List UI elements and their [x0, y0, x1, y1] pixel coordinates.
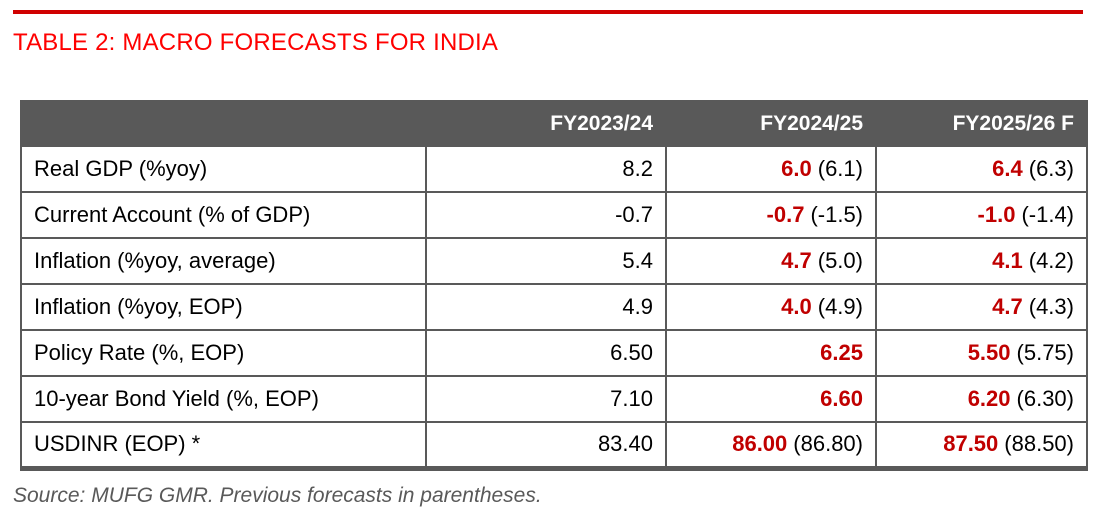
- page-title: TABLE 2: MACRO FORECASTS FOR INDIA: [13, 29, 499, 56]
- forecast-value: 4.0: [781, 294, 812, 319]
- column-header-fy2023-24: FY2023/24: [425, 100, 667, 147]
- table-row: Inflation (%yoy, average) 5.4 4.7 (5.0) 4…: [20, 237, 1088, 285]
- value-cell: 6.0 (6.1): [665, 145, 877, 193]
- previous-forecast: (88.50): [1004, 431, 1074, 457]
- previous-forecast: (5.0): [817, 248, 863, 273]
- table-row: 10-year Bond Yield (%, EOP) 7.10 6.60 6.…: [20, 375, 1088, 423]
- forecast-value: 5.50: [967, 340, 1011, 365]
- value-cell: 4.9: [425, 283, 667, 331]
- value-cell: -0.7: [425, 191, 667, 239]
- value-cell: -1.0 (-1.4): [875, 191, 1088, 239]
- forecast-value: 4.1: [992, 248, 1023, 273]
- previous-forecast: (86.80): [793, 431, 863, 457]
- table-header-row: FY2023/24 FY2024/25 FY2025/26 F: [20, 100, 1088, 147]
- value-cell: 4.1 (4.2): [875, 237, 1088, 285]
- row-label: USDINR (EOP) *: [20, 421, 427, 471]
- value-cell: -0.7 (-1.5): [665, 191, 877, 239]
- row-label: Policy Rate (%, EOP): [20, 329, 427, 377]
- column-header-fy2025-26: FY2025/26 F: [875, 100, 1088, 147]
- value-cell: 5.50 (5.75): [875, 329, 1088, 377]
- forecast-value: -0.7: [766, 202, 805, 227]
- forecast-value: 6.4: [992, 156, 1023, 181]
- forecast-value: -1.0: [977, 202, 1016, 227]
- previous-forecast: (6.1): [817, 156, 863, 181]
- previous-forecast: (4.3): [1028, 294, 1074, 319]
- value-cell: 4.0 (4.9): [665, 283, 877, 331]
- value-cell: 4.7 (4.3): [875, 283, 1088, 331]
- previous-forecast: (5.75): [1016, 340, 1074, 365]
- source-note: Source: MUFG GMR. Previous forecasts in …: [13, 484, 542, 507]
- value-cell: 8.2: [425, 145, 667, 193]
- forecast-value: 6.60: [820, 386, 863, 411]
- forecast-value: 6.0: [781, 156, 812, 181]
- value-cell: 5.4: [425, 237, 667, 285]
- table-row: Real GDP (%yoy) 8.2 6.0 (6.1) 6.4 (6.3): [20, 145, 1088, 193]
- previous-forecast: (6.30): [1016, 386, 1074, 411]
- row-label: Inflation (%yoy, average): [20, 237, 427, 285]
- value-cell: 6.25: [665, 329, 877, 377]
- value-cell: 6.4 (6.3): [875, 145, 1088, 193]
- table-row: Inflation (%yoy, EOP) 4.9 4.0 (4.9) 4.7 (4…: [20, 283, 1088, 331]
- forecast-value: 6.25: [820, 340, 863, 365]
- top-accent-rule: [13, 10, 1083, 14]
- previous-forecast: (4.9): [817, 294, 863, 319]
- forecast-value: 86.00: [732, 431, 788, 457]
- value-cell: 6.20 (6.30): [875, 375, 1088, 423]
- previous-forecast: (6.3): [1028, 156, 1074, 181]
- row-label: Real GDP (%yoy): [20, 145, 427, 193]
- forecast-value: 4.7: [992, 294, 1023, 319]
- row-label: 10-year Bond Yield (%, EOP): [20, 375, 427, 423]
- value-cell: 4.7 (5.0): [665, 237, 877, 285]
- macro-forecast-table: FY2023/24 FY2024/25 FY2025/26 F Real GDP…: [20, 100, 1088, 471]
- previous-forecast: (-1.4): [1021, 202, 1074, 227]
- row-label: Inflation (%yoy, EOP): [20, 283, 427, 331]
- table-row: Policy Rate (%, EOP) 6.50 6.25 5.50 (5.75…: [20, 329, 1088, 377]
- row-label: Current Account (% of GDP): [20, 191, 427, 239]
- column-header-blank: [20, 100, 427, 147]
- value-cell: 86.00 (86.80): [665, 421, 877, 471]
- forecast-value: 6.20: [967, 386, 1011, 411]
- value-cell: 6.50: [425, 329, 667, 377]
- value-cell: 87.50 (88.50): [875, 421, 1088, 471]
- previous-forecast: (-1.5): [810, 202, 863, 227]
- forecast-value: 4.7: [781, 248, 812, 273]
- previous-forecast: (4.2): [1028, 248, 1074, 273]
- table-row: Current Account (% of GDP) -0.7 -0.7 (-1.…: [20, 191, 1088, 239]
- table-row: USDINR (EOP) * 83.40 86.00 (86.80) 87.50(…: [20, 421, 1088, 471]
- forecast-value: 87.50: [943, 431, 999, 457]
- value-cell: 6.60: [665, 375, 877, 423]
- column-header-fy2024-25: FY2024/25: [665, 100, 877, 147]
- value-cell: 7.10: [425, 375, 667, 423]
- value-cell: 83.40: [425, 421, 667, 471]
